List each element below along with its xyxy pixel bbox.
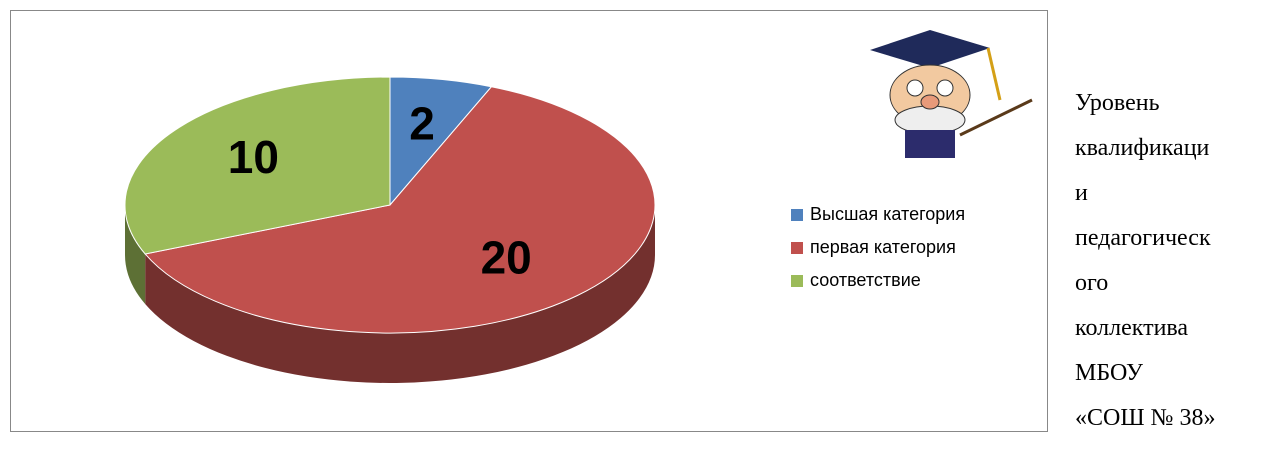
caption-line: Уровень bbox=[1075, 90, 1160, 116]
data-label: 2 bbox=[409, 97, 435, 149]
caption-line: ого bbox=[1075, 270, 1108, 296]
caption-line: и bbox=[1075, 180, 1088, 206]
clip-art bbox=[852, 14, 1044, 164]
caption-line: педагогическ bbox=[1075, 225, 1211, 251]
caption-line: «СОШ № 38» bbox=[1075, 405, 1215, 431]
legend-swatch bbox=[791, 275, 803, 287]
data-label: 20 bbox=[481, 231, 532, 283]
legend-swatch bbox=[791, 209, 803, 221]
page: 2 20 10 Высшая категория первая категория со… bbox=[0, 0, 1263, 448]
legend-label: первая категория bbox=[810, 237, 956, 257]
legend-swatch bbox=[791, 242, 803, 254]
legend-label: соответствие bbox=[810, 270, 921, 290]
data-label: 10 bbox=[228, 131, 279, 183]
legend-label: Высшая категория bbox=[810, 204, 965, 224]
caption-line: коллектива bbox=[1075, 315, 1188, 341]
pie: 2 20 10 bbox=[125, 77, 655, 383]
caption-line: квалификаци bbox=[1075, 135, 1210, 161]
chart: 2 20 10 Высшая категория первая категория со… bbox=[0, 0, 1263, 448]
caption-line: МБОУ bbox=[1075, 360, 1143, 386]
caption: Уровень квалификаци и педагогическ ого коллек… bbox=[1075, 90, 1215, 431]
